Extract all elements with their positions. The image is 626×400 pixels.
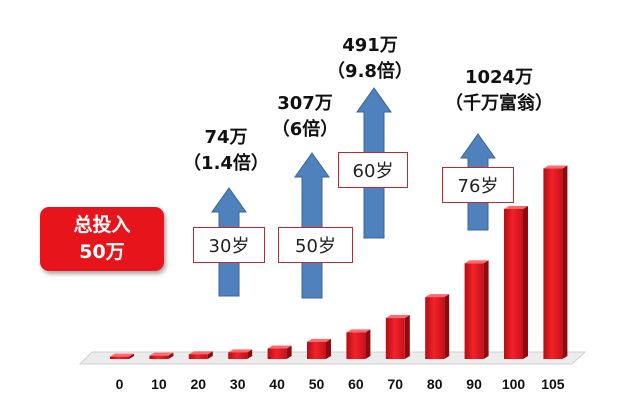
bar-40 (267, 345, 292, 359)
value-label-30: 74万 （1.4倍） (166, 125, 286, 177)
age-label-60: 60岁 (338, 152, 408, 188)
x-tick-30: 30 (230, 376, 246, 392)
value-amount-30: 74万 (204, 127, 248, 148)
x-tick-80: 80 (427, 376, 443, 392)
bar-90 (464, 260, 489, 359)
value-multiple-60: （9.8倍） (327, 61, 413, 82)
value-label-76: 1024万 （千万富翁） (424, 65, 574, 117)
value-multiple-50: （6倍） (271, 119, 339, 140)
value-amount-50: 307万 (277, 93, 333, 114)
bar-105 (543, 165, 568, 359)
bar-60 (346, 329, 371, 359)
bar-80 (425, 294, 450, 359)
bar-10 (149, 352, 174, 359)
total-investment-label: 总投入 (73, 214, 131, 236)
x-tick-50: 50 (309, 376, 325, 392)
value-multiple-76: （千万富翁） (445, 93, 553, 114)
x-tick-105: 105 (541, 376, 565, 392)
bar-30 (228, 349, 253, 359)
x-tick-100: 100 (502, 376, 526, 392)
x-tick-60: 60 (348, 376, 364, 392)
bar-100 (504, 206, 528, 359)
value-label-50: 307万 （6倍） (250, 91, 360, 143)
bar-0 (110, 353, 134, 359)
value-multiple-30: （1.4倍） (183, 153, 269, 174)
bar-70 (385, 315, 410, 359)
up-arrow-icon (294, 152, 330, 299)
value-amount-76: 1024万 (464, 67, 534, 88)
bar-series (110, 165, 568, 359)
bar-20 (188, 351, 213, 359)
bar-50 (307, 338, 331, 359)
total-investment-amount: 50万 (79, 241, 125, 263)
x-axis-tick-labels: 0 10 20 30 40 50 60 70 80 90 100 105 (116, 376, 565, 392)
x-tick-70: 70 (388, 376, 404, 392)
x-tick-90: 90 (466, 376, 482, 392)
value-amount-60: 491万 (342, 35, 398, 56)
total-investment-badge: 总投入 50万 (40, 207, 164, 271)
x-tick-20: 20 (191, 376, 207, 392)
value-label-60: 491万 （9.8倍） (310, 33, 430, 85)
age-label-30: 30岁 (193, 227, 265, 263)
x-tick-10: 10 (151, 376, 167, 392)
age-label-76: 76岁 (442, 167, 514, 203)
x-tick-0: 0 (116, 376, 124, 392)
x-tick-40: 40 (269, 376, 285, 392)
age-label-50: 50岁 (278, 227, 353, 263)
